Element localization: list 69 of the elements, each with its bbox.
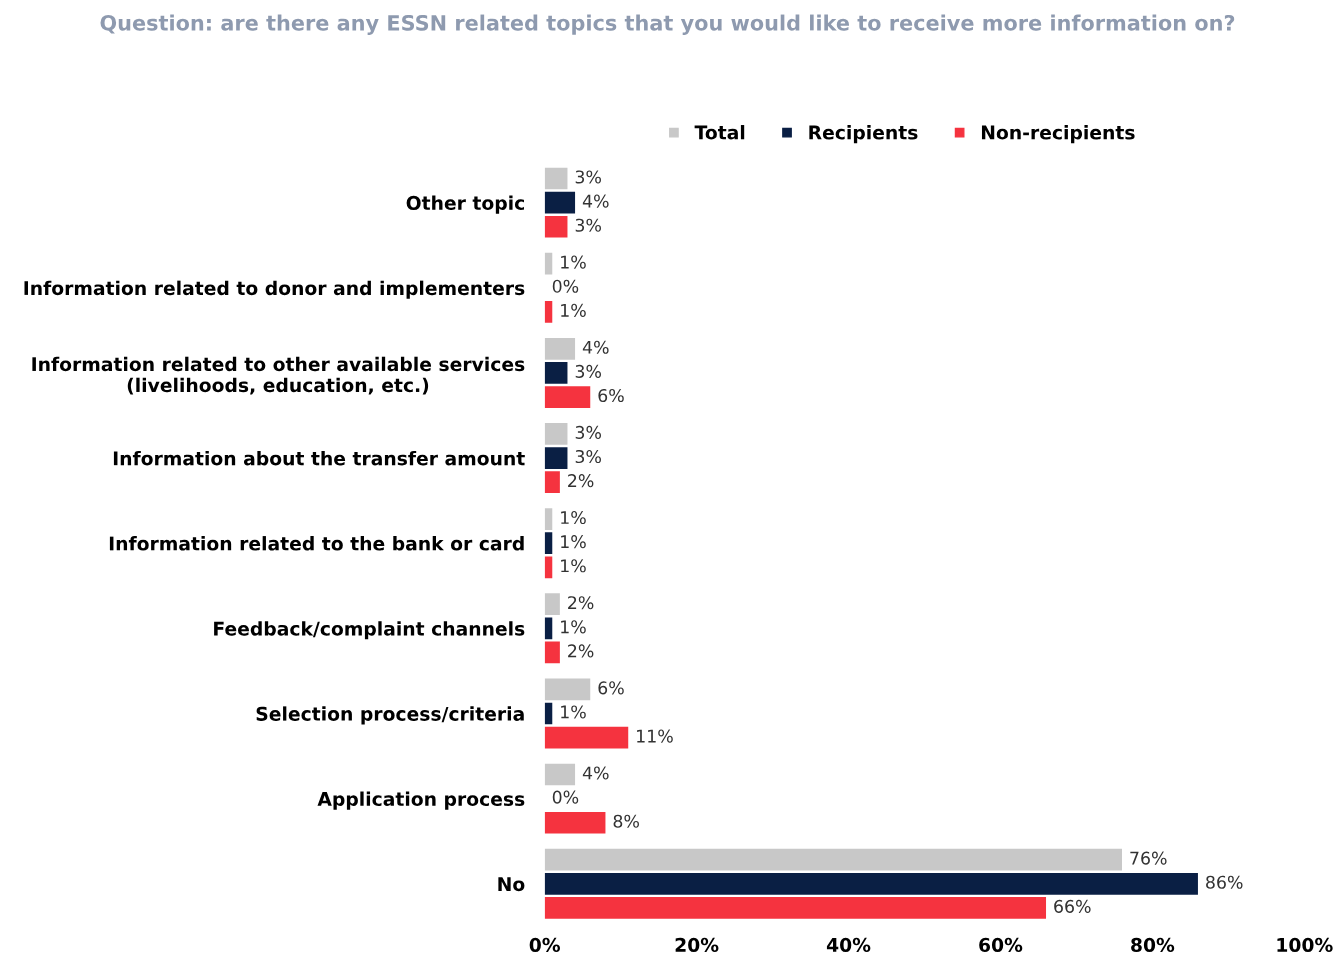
- data-label: 86%: [1206, 875, 1243, 889]
- data-label: 0%: [552, 279, 579, 293]
- y-tick-label: Information related to donor and implementers: [24, 280, 525, 299]
- bar: [544, 386, 591, 408]
- bar: [544, 508, 553, 530]
- data-label: 4%: [582, 194, 609, 208]
- bar: [544, 191, 576, 214]
- bar: [544, 641, 560, 664]
- data-label: 8%: [613, 814, 639, 828]
- bar: [544, 215, 568, 238]
- chart-title: Question: are there any ESSN related topics that you would like to receive more information on?: [100, 14, 1235, 35]
- bar: [544, 337, 576, 360]
- x-tick-label: 40%: [826, 937, 871, 952]
- bar: [544, 872, 1198, 895]
- data-label: 76%: [1130, 851, 1167, 865]
- data-label: 3%: [575, 170, 601, 184]
- y-tick-label: Other topic: [406, 195, 524, 214]
- x-tick-label: 80%: [1131, 937, 1175, 952]
- data-label: 6%: [598, 388, 624, 403]
- bar: [544, 532, 553, 555]
- data-label: 1%: [561, 255, 586, 269]
- legend-label: Total: [694, 125, 745, 140]
- data-label: 3%: [575, 364, 601, 378]
- bar: [544, 678, 591, 701]
- data-label: 6%: [598, 681, 624, 695]
- x-tick-label: 0%: [529, 937, 560, 952]
- legend-label: Recipients: [809, 125, 918, 144]
- y-tick-label: Feedback/complaint channels: [214, 621, 525, 640]
- bar: [544, 362, 568, 384]
- data-label: 4%: [582, 340, 609, 354]
- bar: [544, 301, 553, 323]
- legend-label: Non-recipients: [981, 125, 1135, 144]
- data-label: 1%: [561, 620, 586, 634]
- data-label: 2%: [568, 596, 594, 610]
- data-label: 0%: [552, 790, 579, 804]
- bar: [544, 617, 553, 640]
- bar: [544, 556, 553, 579]
- bar: [544, 763, 576, 786]
- y-tick-label: Application process: [317, 791, 525, 810]
- data-label: 3%: [575, 425, 601, 439]
- data-label: 1%: [561, 303, 586, 317]
- bar: [544, 726, 629, 749]
- bar: [544, 423, 568, 445]
- data-label: 11%: [637, 729, 673, 743]
- bar: [544, 897, 1047, 919]
- y-tick-label: Information related to the bank or card: [109, 536, 524, 551]
- y-tick-label: Information related to other available services (livelihoods, education, etc.): [32, 356, 525, 395]
- bar: [544, 848, 1122, 871]
- y-tick-label: No: [498, 877, 525, 892]
- x-tick-label: 100%: [1277, 937, 1333, 952]
- x-tick-label: 60%: [979, 937, 1023, 952]
- data-label: 3%: [575, 449, 601, 464]
- data-label: 66%: [1054, 899, 1091, 913]
- data-label: 3%: [575, 218, 601, 232]
- data-label: 2%: [568, 474, 594, 488]
- bar: [544, 471, 560, 494]
- data-label: 1%: [561, 705, 586, 719]
- data-label: 2%: [568, 644, 594, 658]
- data-label: 1%: [561, 510, 586, 525]
- data-label: 1%: [561, 535, 586, 549]
- bar: [544, 593, 560, 616]
- data-label: 1%: [561, 559, 586, 573]
- bar: [544, 811, 606, 834]
- bar: [544, 447, 568, 469]
- bar: [544, 167, 568, 190]
- x-tick-label: 20%: [675, 937, 719, 952]
- y-tick-label: Selection process/criteria: [256, 706, 524, 725]
- y-tick-label: Information about the transfer amount: [113, 450, 525, 466]
- data-label: 4%: [582, 766, 609, 780]
